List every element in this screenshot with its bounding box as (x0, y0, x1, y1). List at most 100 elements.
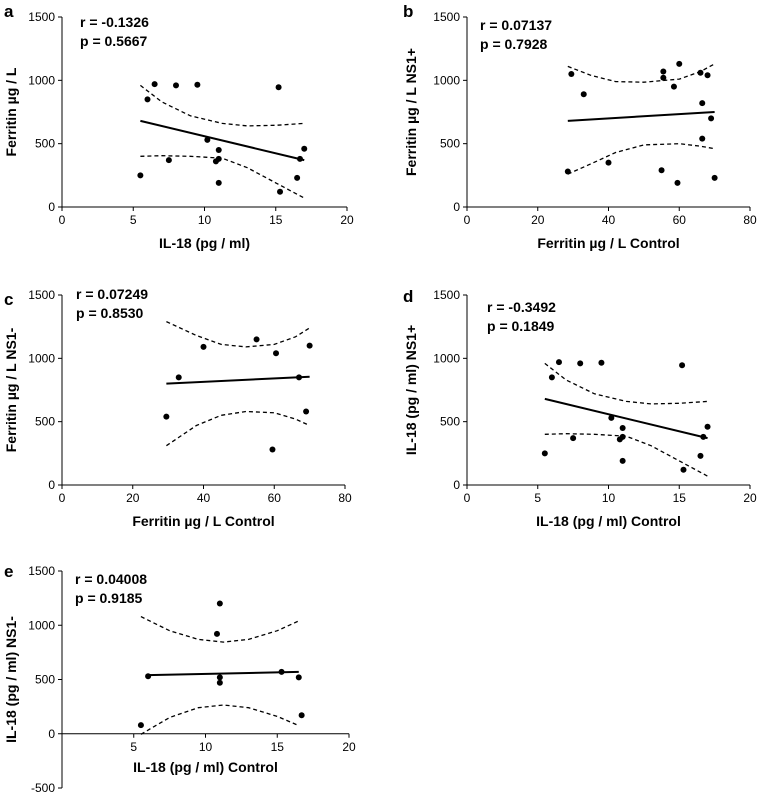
ci-lower-band (166, 410, 310, 447)
regression-line (567, 111, 715, 122)
p-value: p = 0.8530 (76, 305, 144, 321)
y-tick-label: 1000 (28, 351, 55, 365)
x-tick-label: 60 (268, 491, 282, 505)
data-point (700, 433, 707, 440)
data-point (699, 135, 706, 142)
data-point (658, 167, 665, 174)
r-value: r = -0.3492 (487, 299, 556, 315)
data-point (137, 172, 144, 179)
panel-letter: b (403, 2, 413, 21)
panel-a: a 0 500 1000 1500 0 5 10 15 20 IL-18 (pg / ml) Ferr… (3, 2, 354, 251)
data-point (204, 136, 211, 143)
data-point (704, 423, 711, 430)
data-point (708, 115, 715, 122)
regression-line (140, 119, 305, 162)
x-axis-title: Ferritin µg / L Control (537, 235, 679, 251)
y-tick-label: 0 (48, 727, 55, 741)
r-value: r = -0.1326 (80, 14, 149, 30)
y-axis-title: IL-18 (pg / ml) NS1- (3, 616, 19, 743)
x-tick-label: 10 (198, 213, 212, 227)
data-point (541, 450, 548, 457)
data-point (145, 673, 152, 680)
ci-lower-band (544, 433, 708, 477)
data-point (165, 157, 172, 164)
y-tick-label: 1000 (28, 73, 55, 87)
x-tick-label: 40 (602, 213, 616, 227)
data-point (200, 343, 207, 350)
x-axis-title: IL-18 (pg / ml) Control (536, 513, 681, 529)
data-point (697, 69, 704, 76)
data-point (273, 350, 280, 357)
y-tick-label: 500 (35, 415, 55, 429)
data-point (619, 457, 626, 464)
y-tick-label: 500 (35, 137, 55, 151)
data-point (608, 414, 615, 421)
x-tick-label: 20 (743, 491, 757, 505)
panel-b: b 0 500 1000 1500 0 20 40 60 80 Ferritin µg / L Co… (403, 2, 757, 251)
data-point (278, 668, 285, 675)
data-point (680, 466, 687, 473)
data-point (580, 91, 587, 98)
data-point (253, 336, 260, 343)
data-point (296, 374, 303, 381)
x-tick-label: 15 (271, 740, 285, 754)
panel-c: c 0 500 1000 1500 0 20 40 60 80 Ferritin µg / L Co… (3, 286, 352, 529)
x-axis-title: Ferritin µg / L Control (132, 513, 274, 529)
y-tick-label: 1000 (28, 618, 55, 632)
data-point (215, 155, 222, 162)
data-point (216, 674, 223, 681)
data-point (555, 359, 562, 366)
p-value: p = 0.5667 (80, 33, 148, 49)
x-tick-label: 80 (338, 491, 352, 505)
data-point (275, 84, 282, 91)
data-point (295, 674, 302, 681)
regression-line (166, 375, 310, 385)
p-value: p = 0.7928 (480, 36, 548, 52)
data-point (294, 174, 301, 181)
regression-line (148, 670, 299, 677)
ci-upper-band (140, 84, 305, 127)
x-tick-label: 20 (531, 213, 545, 227)
y-axis-title: Ferritin µg / L NS1- (3, 327, 19, 452)
x-tick-label: 20 (342, 740, 356, 754)
data-point (215, 179, 222, 186)
panel-letter: a (4, 2, 14, 21)
y-tick-label: 0 (48, 478, 55, 492)
data-point (674, 179, 681, 186)
y-axis-title: Ferritin µg / L NS1+ (403, 48, 419, 176)
x-tick-label: 5 (534, 491, 541, 505)
r-value: r = 0.07249 (76, 286, 148, 302)
ci-upper-band (166, 321, 310, 348)
data-point (679, 362, 686, 369)
data-point (213, 630, 220, 637)
ci-lower-band (140, 155, 305, 199)
y-tick-label: 0 (48, 200, 55, 214)
data-point (704, 72, 711, 79)
y-tick-label: 1500 (28, 10, 55, 24)
data-point (619, 433, 626, 440)
data-point (269, 446, 276, 453)
y-tick-label: -500 (31, 781, 55, 794)
x-axis-title: IL-18 (pg / ml) Control (133, 759, 278, 775)
data-point (605, 159, 612, 166)
data-point (216, 600, 223, 607)
y-tick-label: 500 (440, 415, 460, 429)
data-point (306, 342, 313, 349)
data-point (619, 425, 626, 431)
data-point (697, 452, 704, 459)
y-tick-label: 500 (35, 673, 55, 687)
x-tick-label: 60 (673, 213, 687, 227)
data-point (296, 155, 303, 162)
data-point (660, 74, 667, 81)
p-value: p = 0.9185 (75, 590, 143, 606)
ci-upper-band (544, 362, 708, 405)
data-point (277, 188, 284, 195)
data-point (216, 679, 223, 686)
x-tick-label: 10 (199, 740, 213, 754)
y-axis-title: IL-18 (pg / ml) NS1+ (403, 325, 419, 455)
y-tick-label: 1000 (433, 73, 460, 87)
panel-letter: e (4, 562, 13, 581)
data-point (215, 147, 222, 153)
data-point (676, 60, 683, 67)
